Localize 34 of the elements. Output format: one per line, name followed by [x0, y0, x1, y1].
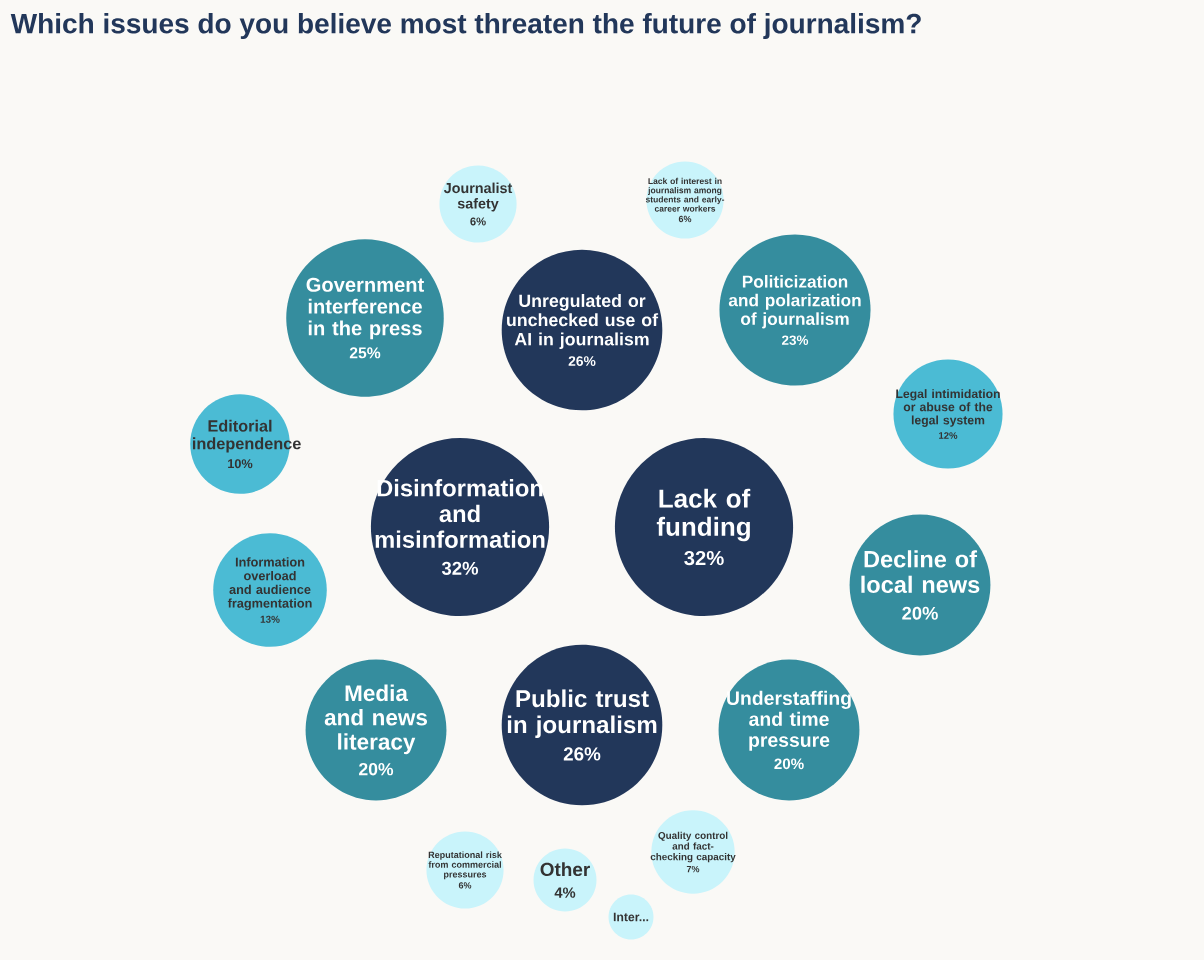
data-label: 25%: [349, 347, 381, 359]
category-label: Government interference in the press: [306, 277, 425, 340]
category-label: Other: [540, 862, 590, 877]
category-label: Decline of local news: [861, 550, 980, 594]
data-label: 6%: [678, 215, 692, 223]
data-label: 12%: [939, 432, 958, 439]
data-label: 10%: [228, 459, 253, 469]
category-label: Lack of interest in journalism among students and early-career workers: [645, 177, 725, 212]
category-label: Media and news literacy: [324, 684, 428, 755]
data-label: 6%: [458, 882, 472, 889]
data-label: 20%: [359, 762, 394, 776]
data-label: 20%: [902, 606, 938, 620]
category-label: Politicization and polarization of journalism: [728, 275, 861, 329]
data-label: 26%: [568, 356, 596, 366]
data-label: 26%: [563, 747, 601, 761]
category-label: Unregulated or unchecked use of AI in journalism: [507, 294, 659, 349]
category-label: Journalist safety: [443, 182, 513, 212]
category-label: Lack of funding: [656, 488, 751, 542]
category-label: Legal intimidation or abuse of the legal system: [896, 389, 1000, 427]
data-label: 32%: [441, 561, 479, 575]
data-label: 20%: [774, 758, 804, 770]
category-label: Reputational risk from commercial pressures: [428, 851, 502, 880]
data-label: 4%: [554, 887, 576, 898]
data-label: 13%: [260, 615, 280, 623]
category-label: Inter...: [613, 912, 649, 922]
category-label: Understaffing and time pressure: [727, 690, 851, 751]
category-label: Public trust in journalism: [507, 689, 657, 739]
category-label: Quality control and fact-checking capacity: [650, 831, 736, 863]
category-label: Information overload and audience fragmentation: [227, 557, 312, 611]
text: Which issues do you believe most threaten the future of journalism?: [10, 12, 921, 40]
data-label: 6%: [470, 217, 486, 226]
data-label: 32%: [684, 550, 724, 566]
data-label: 23%: [781, 335, 809, 345]
data-label: 7%: [686, 865, 700, 873]
